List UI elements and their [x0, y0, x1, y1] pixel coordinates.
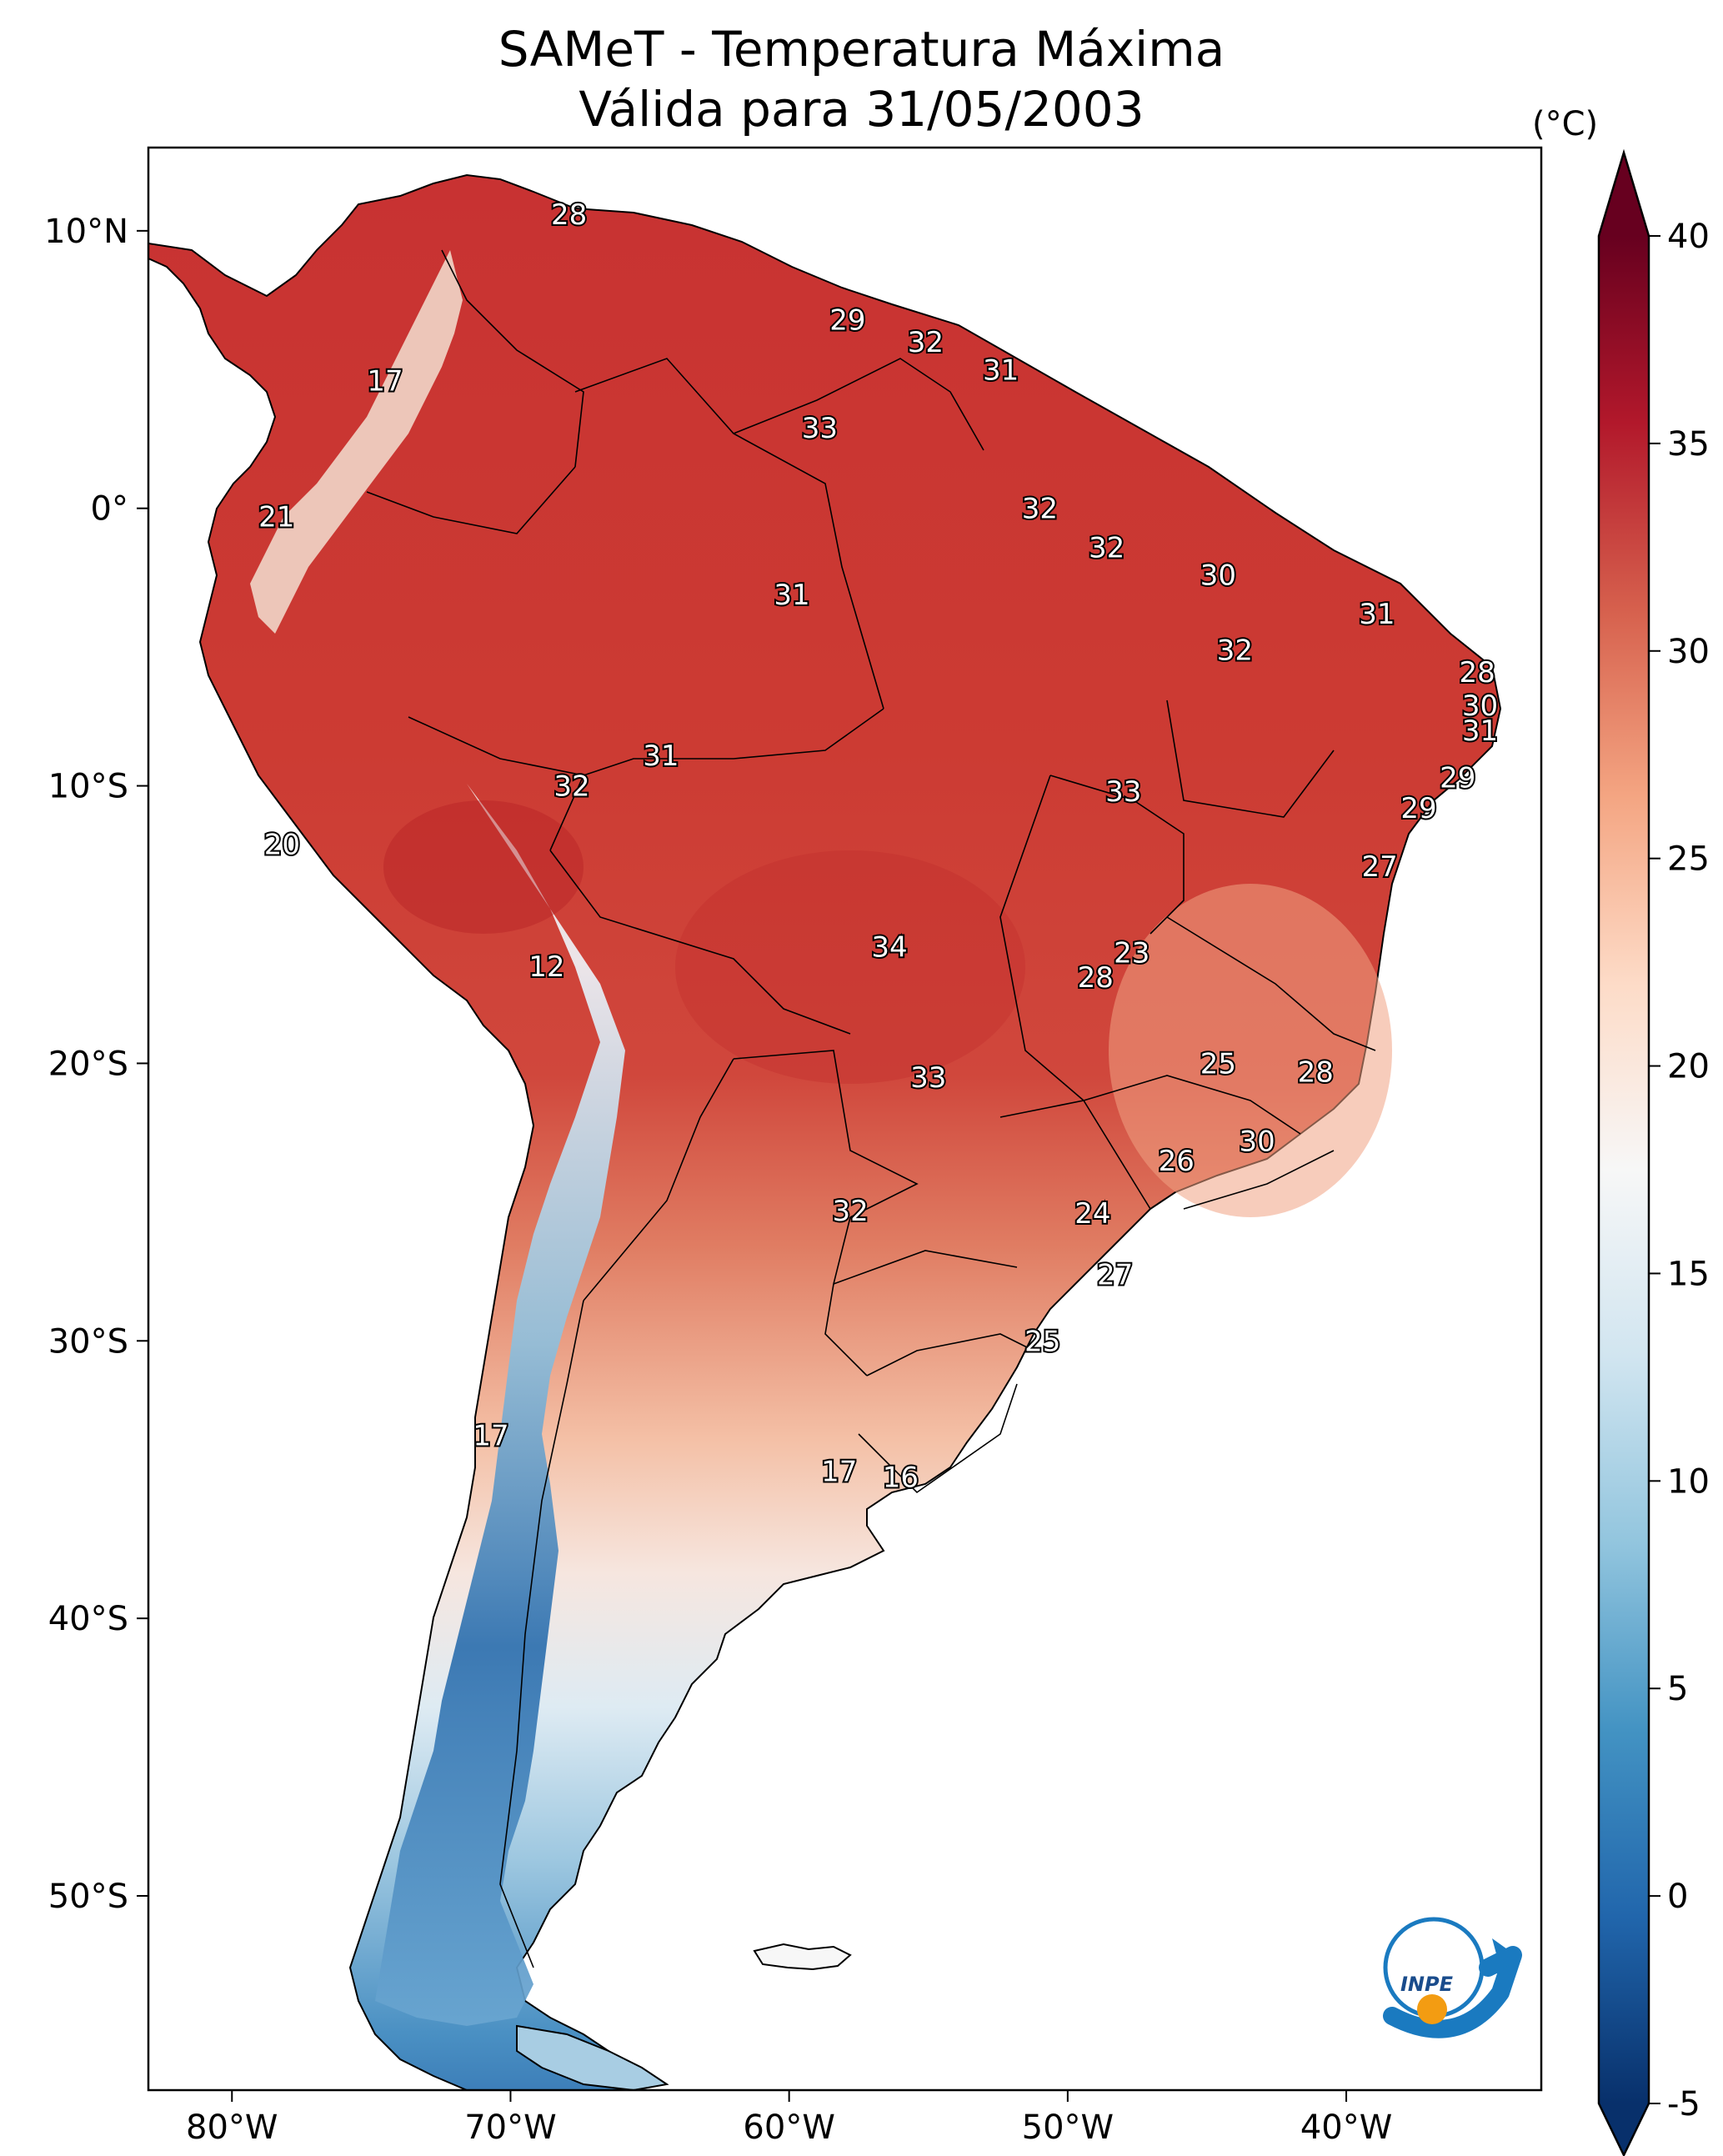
temperature-value-label: 31: [1462, 714, 1498, 748]
x-tick-label: 40°W: [1300, 2108, 1392, 2147]
temperature-value-label: 20: [264, 828, 300, 861]
temperature-value-label: 27: [1362, 850, 1398, 884]
colorbar-tick-label: 10: [1667, 1462, 1710, 1501]
east-brazil-cool-zone: [1109, 884, 1392, 1217]
temperature-value-label: 12: [528, 950, 564, 984]
temperature-value-label: 26: [1159, 1145, 1195, 1178]
temperature-value-label: 31: [643, 740, 679, 773]
temperature-value-label: 16: [883, 1461, 919, 1494]
temperature-value-label: 31: [1359, 598, 1395, 631]
colorbar-bottom-arrow: [1599, 2103, 1649, 2155]
temperature-value-label: 25: [1200, 1047, 1236, 1081]
temperature-value-label: 30: [1200, 559, 1236, 593]
northern-andes-streak: [250, 250, 463, 634]
temperature-value-label: 30: [1239, 1126, 1275, 1159]
temperature-value-label: 32: [833, 1195, 869, 1228]
y-tick-label: 10°N: [44, 213, 128, 251]
y-tick-label: 30°S: [48, 1322, 128, 1361]
y-axis-ticks: 10°N 0° 10°S 20°S 30°S 40°S 50°S: [44, 213, 148, 1916]
y-tick-label: 0°: [91, 490, 128, 529]
colorbar-tick-label: 30: [1667, 633, 1710, 671]
temperature-value-label: 25: [1024, 1325, 1060, 1358]
temperature-value-label: 28: [1460, 656, 1495, 689]
temperature-value-label: 29: [1440, 762, 1475, 795]
x-tick-label: 80°W: [186, 2108, 278, 2147]
temperature-value-label: 24: [1074, 1197, 1110, 1231]
temperature-value-label: 33: [802, 412, 838, 445]
colorbar: 40 35 30 25 20 15 10 5 0 -5: [1597, 148, 1710, 2156]
temperature-value-label: 32: [1022, 493, 1058, 526]
chart-title: SAMeT - Temperatura Máxima: [498, 21, 1225, 78]
colorbar-tick-label: 40: [1667, 218, 1710, 256]
tierra-del-fuego: [516, 2024, 669, 2090]
map-frame: [147, 146, 1543, 2092]
temperature-value-label: 32: [553, 770, 589, 804]
colorbar-tick-label: 25: [1667, 840, 1710, 879]
colorbar-top-arrow: [1599, 153, 1649, 236]
temperature-value-label: 29: [829, 303, 865, 337]
temperature-value-label: 32: [1089, 531, 1124, 564]
colorbar-ticks: 40 35 30 25 20 15 10 5 0 -5: [1649, 218, 1710, 2123]
falkland-islands: [753, 1943, 852, 1971]
temperature-value-label: 29: [1400, 792, 1436, 825]
temperature-value-label: 27: [1097, 1258, 1133, 1291]
y-tick-label: 20°S: [48, 1045, 128, 1083]
inpe-logo-icon: INPE: [1383, 1917, 1522, 2038]
interior-warm-zone: [675, 850, 1025, 1084]
colorbar-body: [1599, 236, 1649, 2103]
temperature-value-label: 17: [473, 1419, 508, 1452]
temperature-value-label: 17: [367, 365, 403, 399]
x-axis-ticks: 80°W 70°W 60°W 50°W 40°W: [186, 2090, 1392, 2147]
temperature-value-label: 31: [774, 579, 809, 612]
colorbar-unit-label: (°C): [1532, 105, 1599, 143]
temperature-value-label: 33: [910, 1061, 946, 1095]
x-tick-label: 50°W: [1022, 2108, 1114, 2147]
map-layer: [148, 173, 1502, 2090]
colorbar-tick-label: 35: [1667, 425, 1710, 464]
temperature-value-label: 33: [1105, 775, 1141, 809]
temperature-value-label: 32: [908, 326, 944, 359]
y-tick-label: 40°S: [48, 1600, 128, 1638]
colorbar-tick-label: 15: [1667, 1255, 1710, 1293]
temperature-value-label: 31: [983, 353, 1019, 387]
temperature-value-label: 28: [1078, 961, 1114, 995]
peru-bolivia-warm-zone: [383, 800, 584, 934]
temperature-value-label: 21: [258, 501, 294, 534]
temperature-value-label: 28: [551, 198, 587, 232]
country-borders: [366, 249, 1376, 1968]
temperature-value-label: 28: [1298, 1055, 1334, 1089]
chart-subtitle: Válida para 31/05/2003: [579, 81, 1144, 138]
colorbar-tick-label: -5: [1667, 2085, 1700, 2123]
y-tick-label: 50°S: [48, 1878, 128, 1916]
x-tick-label: 60°W: [743, 2108, 834, 2147]
x-tick-label: 70°W: [464, 2108, 556, 2147]
colorbar-tick-label: 0: [1667, 1878, 1688, 1916]
colorbar-tick-label: 5: [1667, 1670, 1688, 1708]
temperature-value-label: 32: [1217, 634, 1253, 667]
andes-cold-strip: [275, 509, 625, 2026]
temperature-value-label: 34: [871, 931, 907, 965]
temperature-value-label: 17: [821, 1456, 857, 1489]
y-tick-label: 10°S: [48, 768, 128, 806]
temperature-value-label: 23: [1114, 936, 1150, 970]
inpe-logo-text: INPE: [1400, 1973, 1454, 1996]
temperature-value-label: 30: [1462, 689, 1498, 723]
colorbar-tick-label: 20: [1667, 1048, 1710, 1086]
